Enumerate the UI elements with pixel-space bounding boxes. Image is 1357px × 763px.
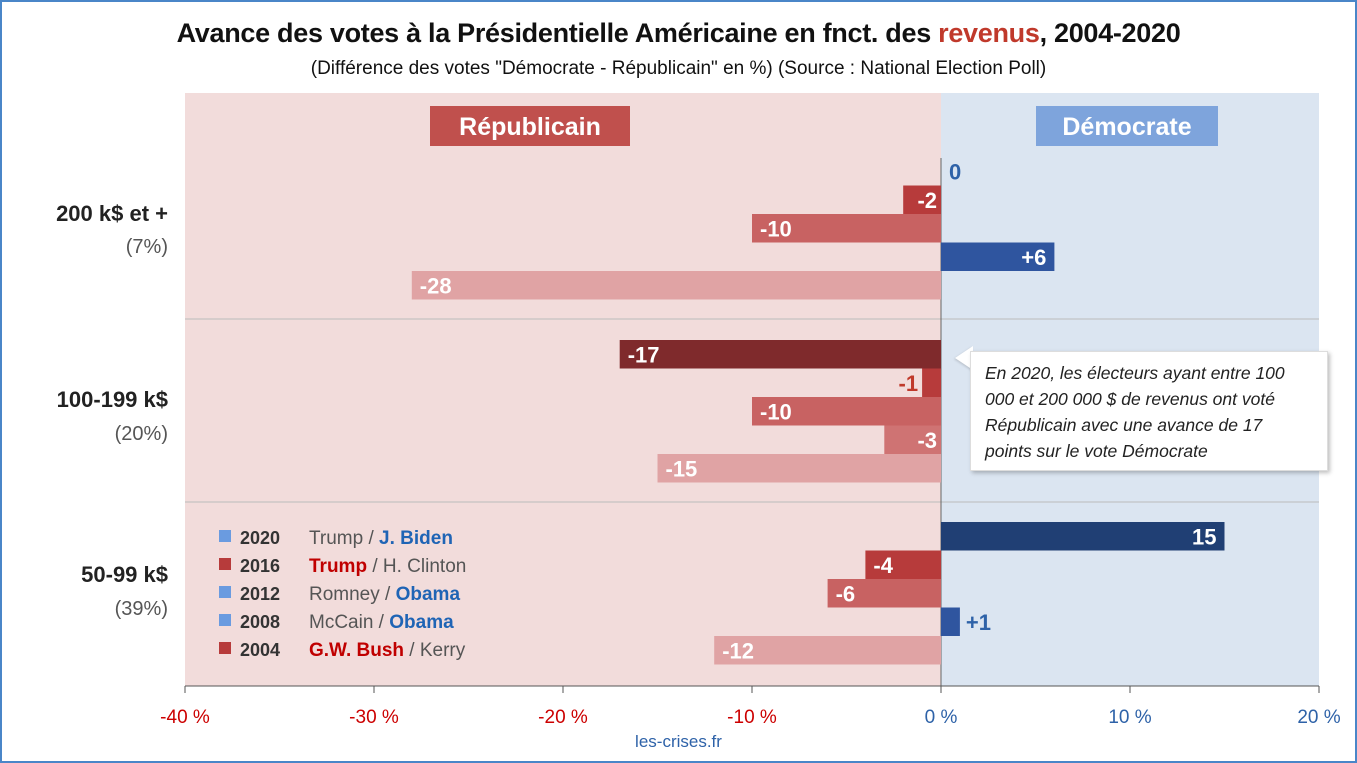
chart-subtitle: (Différence des votes "Démocrate - Répub…	[310, 58, 1047, 79]
category-share: (20%)	[115, 423, 168, 445]
bar-value-label: -12	[722, 638, 754, 663]
legend-swatch	[219, 614, 231, 626]
bar-2004	[657, 454, 941, 483]
bar-2016	[922, 368, 941, 397]
bar-value-label: -17	[628, 342, 660, 367]
category-share: (39%)	[115, 598, 168, 620]
category-label: 50-99 k$	[81, 562, 168, 587]
bar-2008	[941, 242, 1055, 271]
bar-2016	[903, 185, 941, 214]
bar-value-label: 15	[1192, 524, 1216, 549]
legend-candidates: Trump / J. Biden	[309, 528, 453, 549]
x-tick-label: -10 %	[727, 707, 777, 728]
x-tick-label: -20 %	[538, 707, 588, 728]
bar-2012	[752, 397, 941, 426]
bar-value-label: -6	[836, 581, 856, 606]
bar-2008	[884, 425, 941, 454]
bar-value-label: -1	[899, 371, 919, 396]
legend-year: 2020	[240, 528, 280, 548]
bar-value-label: -2	[917, 188, 937, 213]
republican-label: Républicain	[459, 113, 601, 141]
x-tick-label: -40 %	[160, 707, 210, 728]
bar-2008	[941, 607, 960, 636]
legend-candidates: McCain / Obama	[309, 612, 454, 633]
legend-candidates: Romney / Obama	[309, 584, 460, 605]
category-label: 100-199 k$	[57, 387, 168, 412]
republican-label-box	[430, 106, 630, 146]
legend-candidates: Trump / H. Clinton	[309, 556, 466, 577]
bar-value-label: -15	[666, 456, 698, 481]
republican-region	[185, 93, 941, 686]
annotation-callout: En 2020, les électeurs ayant entre 100 0…	[970, 351, 1328, 471]
bar-2012	[752, 214, 941, 243]
category-label: 200 k$ et +	[56, 201, 168, 226]
bar-value-label: +6	[1021, 245, 1046, 270]
bar-2016	[865, 550, 941, 579]
x-tick-label: 0 %	[925, 707, 958, 728]
bar-value-label: -10	[760, 216, 792, 241]
x-tick-label: 10 %	[1108, 707, 1151, 728]
category-share: (7%)	[126, 236, 168, 258]
legend-year: 2004	[240, 640, 280, 660]
bar-value-label: -3	[917, 428, 937, 453]
x-tick-label: 20 %	[1297, 707, 1340, 728]
bar-2020	[619, 340, 941, 369]
legend-swatch	[219, 642, 231, 654]
bar-value-label: 0	[949, 159, 961, 184]
x-tick-label: -30 %	[349, 707, 399, 728]
democrat-label-box	[1036, 106, 1218, 146]
legend-year: 2016	[240, 556, 280, 576]
legend-year: 2008	[240, 612, 280, 632]
bar-value-label: -4	[873, 553, 893, 578]
bar-2004	[411, 271, 941, 300]
democrat-label: Démocrate	[1062, 113, 1191, 141]
source-footer: les-crises.fr	[635, 732, 722, 751]
bar-value-label: -10	[760, 399, 792, 424]
chart-title: Avance des votes à la Présidentielle Amé…	[176, 18, 1181, 48]
bar-value-label: +1	[966, 610, 991, 635]
bar-2020	[941, 522, 1225, 551]
bar-2004	[714, 636, 941, 665]
legend-swatch	[219, 558, 231, 570]
callout-pointer	[955, 346, 973, 370]
legend-swatch	[219, 586, 231, 598]
legend-swatch	[219, 530, 231, 542]
legend-candidates: G.W. Bush / Kerry	[309, 640, 466, 661]
legend-year: 2012	[240, 584, 280, 604]
bar-2012	[827, 579, 941, 608]
bar-value-label: -28	[420, 273, 452, 298]
